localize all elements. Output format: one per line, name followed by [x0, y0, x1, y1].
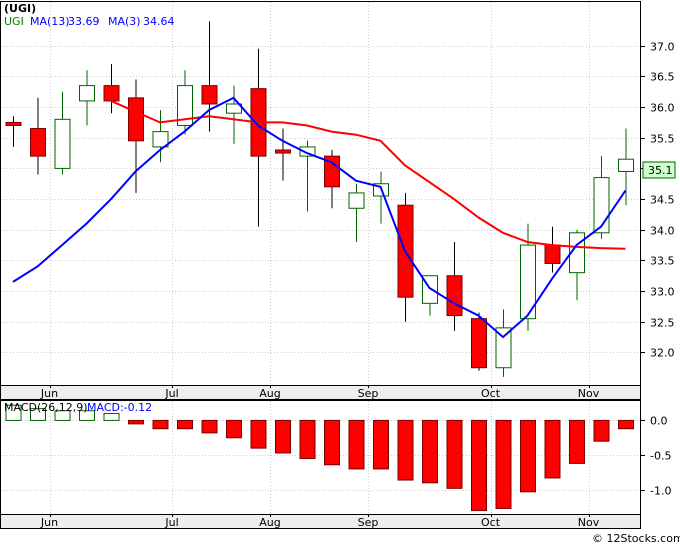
date-tick-label: Jun [40, 387, 58, 400]
macd-date-labels: Jun Jul Aug Sep Oct Nov [40, 514, 600, 529]
date-tick-label: Sep [358, 516, 379, 529]
macd-bar-positive [30, 408, 46, 421]
chart-title: (UGI) [4, 2, 36, 15]
macd-bar-negative [177, 419, 193, 430]
macd-bar-negative [471, 419, 487, 512]
price-tick-label: 37.0 [650, 41, 675, 54]
macd-grid [1, 401, 640, 514]
up-candle [54, 118, 71, 169]
macd-bar-negative [226, 419, 242, 439]
macd-bar-negative [373, 419, 389, 470]
down-candle [446, 275, 463, 317]
macd-bars [5, 404, 634, 512]
macd-tick-label: -1.0 [650, 485, 671, 498]
macd-legend-label: MACD(26,12,9) [4, 401, 88, 414]
up-candle [152, 131, 169, 148]
macd-date-strip [0, 514, 641, 529]
macd-legend-value: MACD:-0.12 [87, 401, 152, 414]
down-candle [544, 244, 561, 264]
down-candle [201, 85, 218, 105]
macd-bar-positive [54, 410, 71, 421]
price-tick-label: 33.0 [650, 286, 675, 299]
up-candle [226, 103, 242, 114]
up-candle [79, 85, 95, 102]
date-tick-label: Oct [481, 387, 501, 400]
up-candle [299, 146, 316, 157]
macd-bar-negative [544, 419, 561, 479]
macd-bar-negative [201, 419, 218, 434]
macd-bar-positive [103, 412, 120, 421]
last-price-label: 35.1 [648, 164, 673, 177]
date-tick-label: Sep [358, 387, 379, 400]
up-candle [177, 85, 193, 126]
ma3-line [12, 96, 627, 339]
date-tick-label: Nov [578, 516, 600, 529]
legend-ma13-label: MA(13) [30, 15, 70, 28]
macd-bar-negative [618, 419, 634, 430]
macd-bar-negative [569, 419, 585, 464]
macd-tick-label: 0.0 [650, 415, 668, 428]
price-tick-label: 35.5 [650, 133, 675, 146]
macd-bar-negative [275, 419, 291, 454]
macd-bar-negative [422, 419, 438, 484]
macd-bar-negative [593, 419, 610, 442]
legend-ma3-value: 34.64 [143, 15, 175, 28]
down-candle [103, 85, 120, 102]
price-tick-label: 33.5 [650, 255, 675, 268]
macd-bar-negative [128, 419, 144, 425]
macd-bar-negative [397, 419, 414, 481]
down-candle [275, 149, 291, 154]
price-tick-label: 36.5 [650, 71, 675, 84]
macd-bar-positive [79, 410, 95, 421]
legend-ma3-label: MA(3) [108, 15, 141, 28]
date-tick-label: Aug [259, 516, 280, 529]
macd-axis: 0.0 -0.5 -1.0 [640, 415, 671, 498]
macd-bar-negative [299, 419, 316, 460]
macd-bar-negative [520, 419, 536, 493]
up-candle [520, 244, 536, 320]
down-candle [5, 121, 22, 126]
moving-average-lines [12, 96, 627, 339]
watermark: © 12Stocks.com [592, 532, 680, 545]
macd-bar-negative [152, 419, 169, 430]
macd-tick-label: -0.5 [650, 450, 671, 463]
price-tick-label: 32.5 [650, 317, 675, 330]
price-panel [0, 1, 641, 386]
date-tick-label: Jul [164, 387, 178, 400]
date-tick-label: Jun [40, 516, 58, 529]
macd-bar-negative [446, 419, 463, 489]
down-candle [128, 97, 144, 142]
price-tick-label: 34.0 [650, 225, 675, 238]
price-date-labels: Jun Jul Aug Sep Oct Nov [40, 385, 600, 400]
date-tick-label: Aug [259, 387, 280, 400]
macd-bar-positive [5, 404, 22, 421]
price-grid [1, 2, 640, 385]
price-tick-label: 34.5 [650, 194, 675, 207]
up-candle [348, 192, 365, 209]
macd-bar-negative [348, 419, 365, 470]
legend-ma13-value: 33.69 [68, 15, 100, 28]
date-tick-label: Nov [578, 387, 600, 400]
ma13-line [110, 99, 626, 250]
up-candle [618, 158, 634, 172]
down-candle [30, 128, 46, 157]
macd-bar-negative [324, 419, 340, 466]
date-tick-label: Jul [164, 516, 178, 529]
up-candle [495, 327, 512, 369]
legend-symbol: UGI [4, 15, 24, 28]
down-candle [471, 318, 487, 369]
macd-bar-negative [495, 419, 512, 509]
down-candle [324, 155, 340, 188]
price-date-strip [0, 385, 641, 400]
macd-bar-negative [250, 419, 267, 449]
date-tick-label: Oct [481, 516, 501, 529]
price-axis: 32.032.533.033.534.034.535.035.536.036.5… [640, 41, 675, 360]
price-tick-label: 36.0 [650, 102, 675, 115]
price-tick-label: 32.0 [650, 347, 675, 360]
last-price-box [642, 161, 676, 179]
